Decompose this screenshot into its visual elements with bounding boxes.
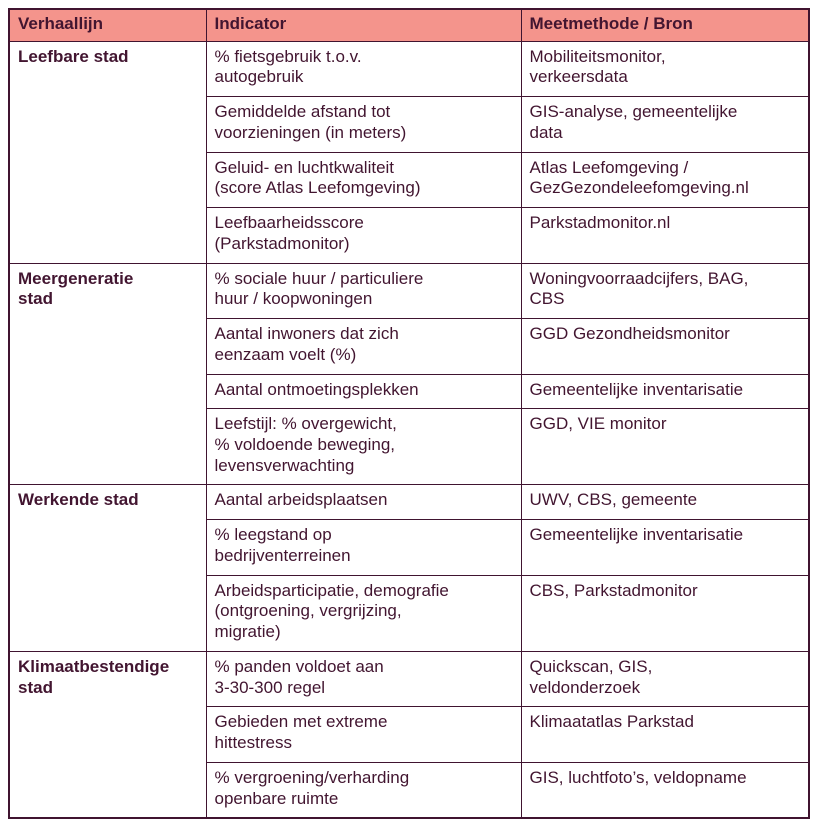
header-row: Verhaallijn Indicator Meetmethode / Bron xyxy=(8,8,810,42)
indicator-cell: % leegstand op bedrijventerreinen xyxy=(205,519,522,576)
bron-cell: Woningvoorraadcijfers, BAG, CBS xyxy=(520,262,810,320)
indicator-cell: Aantal ontmoetingsplekken xyxy=(205,373,522,410)
bron-cell: GIS-analyse, gemeentelijke data xyxy=(520,96,810,153)
indicator-cell: % sociale huur / particuliere huur / koo… xyxy=(205,262,522,320)
table-row: Leefbare stad% fietsgebruik t.o.v. autog… xyxy=(8,40,810,264)
bron-cell: GIS, luchtfoto’s, veldopname xyxy=(520,761,810,819)
indicator-cell: Aantal arbeidsplaatsen xyxy=(205,484,522,521)
table-row: Werkende stad Aantal arbeidsplaatsen UWV, … xyxy=(8,484,810,652)
column-header-indicator: Indicator xyxy=(205,8,522,42)
indicator-cell: Gemiddelde afstand tot voorzieningen (in… xyxy=(205,96,522,153)
table-row: % leegstand op bedrijventerreinen Gemeent… xyxy=(9,519,810,576)
bron-cell: UWV, CBS, gemeente xyxy=(520,484,810,521)
verhaallijn-cell: Werkende stad xyxy=(8,484,207,652)
column-header-verhaallijn: Verhaallijn xyxy=(8,8,207,42)
verhaallijn-cell: Meergeneratie stad xyxy=(8,262,207,486)
bron-cell: Klimaatatlas Parkstad xyxy=(520,706,810,763)
table-row: Gebieden met extreme hittestress Klimaata… xyxy=(9,706,810,763)
indicator-cell: Leefstijl: % overgewicht, % voldoende be… xyxy=(205,408,522,486)
indicator-cell: % fietsgebruik t.o.v. autogebruik xyxy=(205,40,522,98)
indicator-cell: Leefbaarheidsscore (Parkstadmonitor) xyxy=(205,207,522,264)
bron-cell: Gemeentelijke inventarisatie xyxy=(520,519,810,576)
indicator-table-container: Verhaallijn Indicator Meetmethode / Bron… xyxy=(8,8,810,819)
table-row: Arbeidsparticipatie, demografie (ontgroe… xyxy=(9,574,810,652)
table-row: Gemiddelde afstand tot voorzieningen (in… xyxy=(9,96,810,153)
indicator-cell: Aantal inwoners dat zich eenzaam voelt (… xyxy=(205,318,522,375)
bron-cell: Gemeentelijke inventarisatie xyxy=(520,373,810,410)
bron-cell: GGD, VIE monitor xyxy=(520,408,810,486)
table-row: Klimaatbestendige stad% panden voldoet a… xyxy=(8,650,810,819)
table-body: Leefbare stad% fietsgebruik t.o.v. autog… xyxy=(8,40,810,819)
column-header-meetmethode-bron: Meetmethode / Bron xyxy=(520,8,810,42)
bron-cell: Quickscan, GIS, veldonderzoek xyxy=(520,650,810,708)
indicator-cell: % vergroening/verharding openbare ruimte xyxy=(205,761,522,819)
bron-cell: Mobiliteitsmonitor, verkeersdata xyxy=(520,40,810,98)
bron-cell: Atlas Leefomgeving / GezGezondeleefomgev… xyxy=(520,151,810,209)
indicator-cell: Gebieden met extreme hittestress xyxy=(205,706,522,763)
verhaallijn-cell: Leefbare stad xyxy=(8,40,207,264)
indicator-cell: Arbeidsparticipatie, demografie (ontgroe… xyxy=(205,574,522,652)
table-header: Verhaallijn Indicator Meetmethode / Bron xyxy=(8,8,810,42)
indicator-cell: % panden voldoet aan 3-30-300 regel xyxy=(205,650,522,708)
bron-cell: GGD Gezondheidsmonitor xyxy=(520,318,810,375)
table-row: Leefbaarheidsscore (Parkstadmonitor) Park… xyxy=(9,207,810,264)
table-row: Aantal inwoners dat zich eenzaam voelt (… xyxy=(9,318,810,375)
indicator-table: Verhaallijn Indicator Meetmethode / Bron… xyxy=(8,8,810,819)
verhaallijn-cell: Klimaatbestendige stad xyxy=(8,650,207,819)
table-row: Aantal ontmoetingsplekken Gemeentelijke i… xyxy=(9,373,810,410)
indicator-cell: Geluid- en luchtkwaliteit (score Atlas L… xyxy=(205,151,522,209)
bron-cell: Parkstadmonitor.nl xyxy=(520,207,810,264)
bron-cell: CBS, Parkstadmonitor xyxy=(520,574,810,652)
table-row: Meergeneratie stad% sociale huur / parti… xyxy=(8,262,810,486)
table-row: Leefstijl: % overgewicht, % voldoende be… xyxy=(9,408,810,486)
